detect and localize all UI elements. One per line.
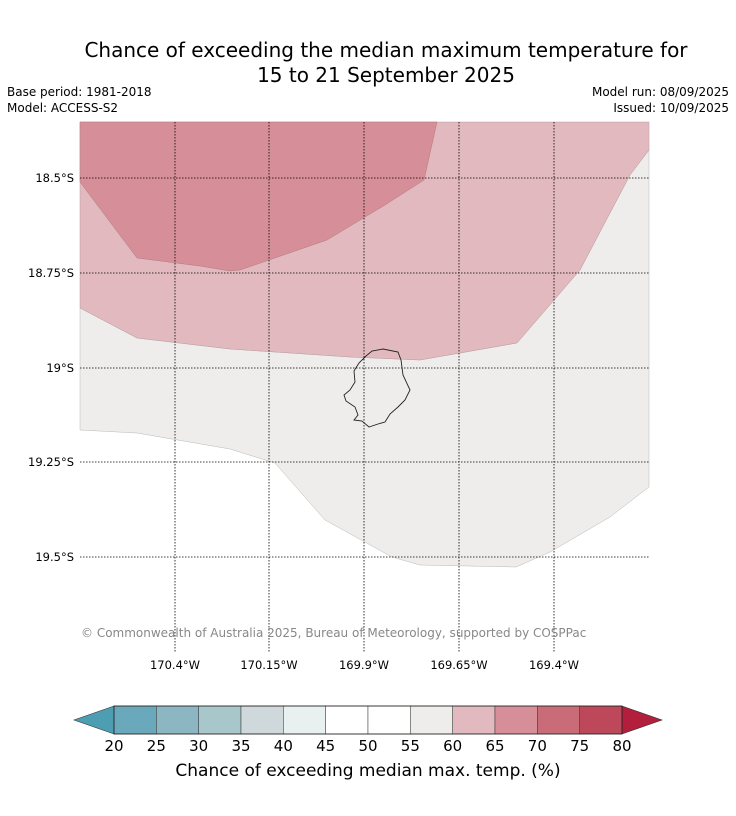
- colorbar-tick-label: 65: [485, 737, 504, 755]
- title-line-1: Chance of exceeding the median maximum t…: [84, 38, 688, 62]
- map-title: Chance of exceeding the median maximum t…: [0, 38, 736, 88]
- copyright-notice: © Commonwealth of Australia 2025, Bureau…: [81, 626, 587, 640]
- colorbar-frame: [113, 705, 623, 735]
- colorbar-tick-label: 30: [189, 737, 208, 755]
- colorbar-segment: [283, 705, 326, 735]
- colorbar-segment: [198, 705, 242, 735]
- title-line-2: 15 to 21 September 2025: [257, 63, 515, 87]
- lon-label-2: 170.15°W: [240, 658, 297, 672]
- lat-label-2: 18.75°S: [28, 266, 74, 280]
- colorbar-segment: [579, 705, 623, 735]
- meta-left: Base period: 1981-2018 Model: ACCESS-S2: [7, 84, 152, 116]
- colorbar-tick-label: 80: [612, 737, 631, 755]
- colorbar-segment: [537, 705, 580, 735]
- meta-right: Model run: 08/09/2025 Issued: 10/09/2025: [592, 84, 729, 116]
- colorbar-tick-label: 75: [570, 737, 589, 755]
- colorbar-segment: [240, 705, 284, 735]
- colorbar-tick-label: 25: [147, 737, 166, 755]
- lat-label-4: 19.25°S: [28, 455, 74, 469]
- colorbar-tick-label: 50: [358, 737, 377, 755]
- lon-label-4: 169.65°W: [430, 658, 487, 672]
- colorbar-over-arrow: [621, 705, 663, 735]
- colorbar-tick-label: 45: [316, 737, 335, 755]
- issued-date: Issued: 10/09/2025: [613, 101, 729, 115]
- colorbar-tick-label: 55: [401, 737, 420, 755]
- lon-label-5: 169.4°W: [529, 658, 579, 672]
- colorbar-segment: [410, 705, 453, 735]
- colorbar-segment: [452, 705, 496, 735]
- lon-label-1: 170.4°W: [150, 658, 200, 672]
- colorbar-tick-label: 35: [231, 737, 250, 755]
- colorbar-title: Chance of exceeding median max. temp. (%…: [175, 761, 561, 781]
- region-70-75: [79, 121, 438, 272]
- lat-label-5: 19.5°S: [35, 550, 74, 564]
- colorbar: 20 25 30 35 40 45 50 55 60 65 70 75 80: [73, 705, 663, 755]
- gridlines: [80, 122, 649, 653]
- colorbar-under-arrow: [73, 705, 115, 735]
- island-outline: [343, 348, 411, 428]
- base-period: Base period: 1981-2018: [7, 85, 152, 99]
- colorbar-tick-label: 20: [104, 737, 123, 755]
- colorbar-segment: [367, 705, 411, 735]
- colorbar-segment: [156, 705, 199, 735]
- colorbar-tick-label: 60: [443, 737, 462, 755]
- colorbar-tick-label: 70: [528, 737, 547, 755]
- colorbar-segment: [325, 705, 369, 735]
- colorbar-segment: [113, 705, 157, 735]
- model-run: Model run: 08/09/2025: [591, 85, 729, 99]
- model-name: Model: ACCESS-S2: [7, 101, 119, 115]
- lat-label-3: 19°S: [46, 361, 74, 375]
- colorbar-segment: [494, 705, 538, 735]
- lat-label-1: 18.5°S: [35, 171, 74, 185]
- colorbar-tick-label: 40: [274, 737, 293, 755]
- lon-label-3: 169.9°W: [339, 658, 389, 672]
